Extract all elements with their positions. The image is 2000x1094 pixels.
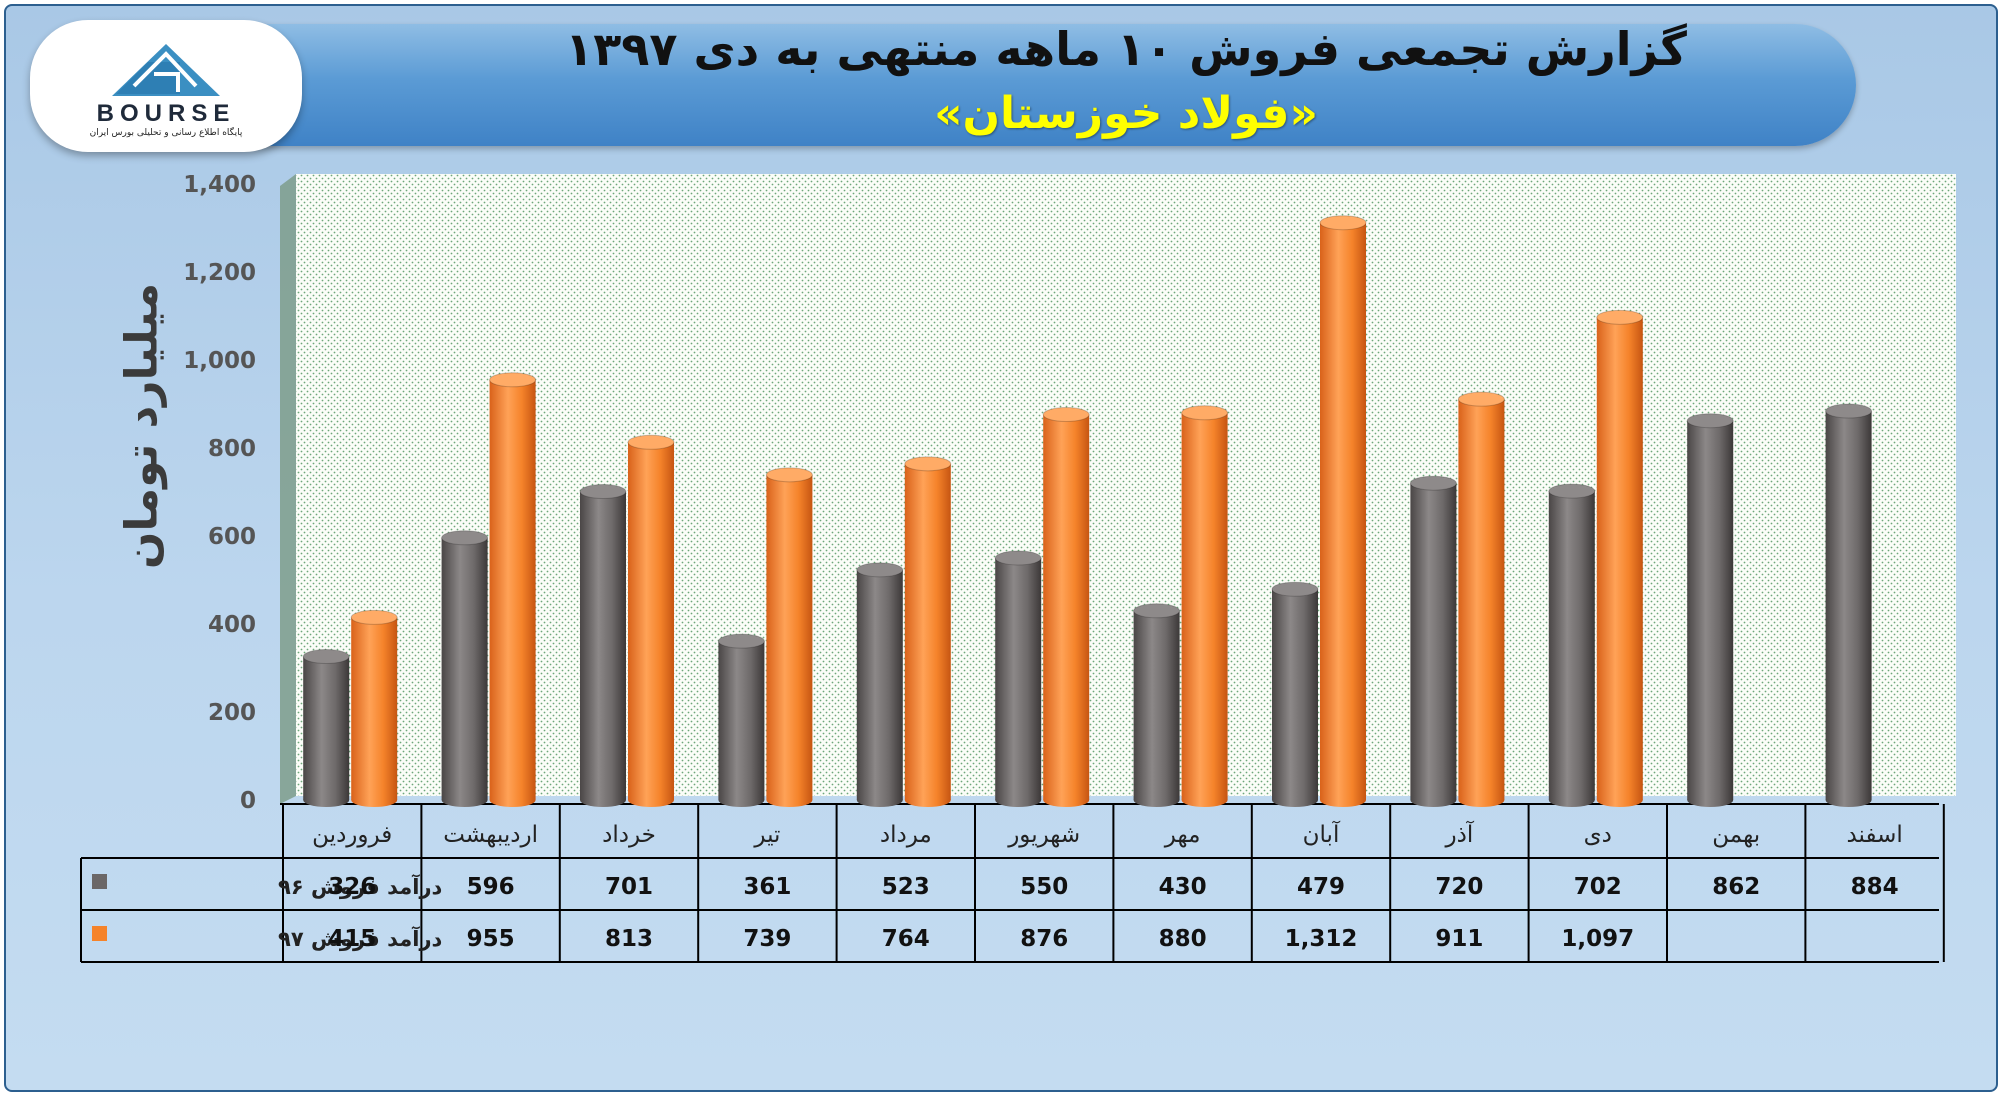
bar-97 — [765, 467, 813, 807]
y-tick-label: 200 — [208, 700, 256, 726]
y-tick-label: 1,200 — [183, 260, 256, 286]
bar-96 — [1548, 483, 1596, 807]
legend-label: درآمد فروش ۹۶ — [278, 874, 443, 899]
x-tick-label: دی — [1584, 822, 1612, 848]
data-label: 550 — [1020, 874, 1068, 900]
data-label: 430 — [1159, 874, 1207, 900]
logo-mark-icon — [112, 44, 220, 96]
y-tick-label: 600 — [208, 524, 256, 550]
data-label: 361 — [743, 874, 791, 900]
data-label: 955 — [467, 926, 515, 952]
x-tick-label: آبان — [1303, 820, 1341, 848]
y-tick-label: 1,000 — [183, 348, 256, 374]
bar-97 — [1596, 309, 1644, 807]
data-label: 862 — [1712, 874, 1760, 900]
legend-entry: درآمد فروش ۹۷ — [92, 926, 443, 951]
data-label: 739 — [743, 926, 791, 952]
y-tick-label: 1,400 — [183, 172, 256, 198]
bar-97 — [350, 609, 398, 807]
bar-97 — [627, 434, 675, 807]
y-tick-label: 400 — [208, 612, 256, 638]
bar-97 — [904, 456, 952, 807]
x-tick-label: تیر — [753, 822, 780, 848]
x-tick-label: خرداد — [602, 822, 656, 848]
bar-97 — [1181, 405, 1229, 807]
data-label: 596 — [467, 874, 515, 900]
data-label: 911 — [1435, 926, 1483, 952]
data-label: 1,312 — [1285, 926, 1358, 952]
data-label: 720 — [1435, 874, 1483, 900]
data-label: 415 — [328, 926, 376, 952]
data-label: 813 — [605, 926, 653, 952]
y-tick-label: 800 — [208, 436, 256, 462]
y-axis-label: میلیارد تومان — [116, 282, 168, 570]
data-label: 876 — [1020, 926, 1068, 952]
bar-96 — [579, 484, 627, 807]
data-label: 701 — [605, 874, 653, 900]
data-label: 523 — [882, 874, 930, 900]
data-label: 880 — [1159, 926, 1207, 952]
data-label: 884 — [1851, 874, 1899, 900]
bourse-logo: BOURSE پایگاه اطلاع رسانی و تحلیلی بورس … — [30, 20, 302, 152]
bar-97 — [489, 372, 537, 807]
legend-swatch — [92, 926, 107, 941]
bar-96 — [1825, 403, 1873, 807]
bar-chart: 0 200 400 600 800 1,000 1,200 1,400 فروردین اردی… — [80, 172, 1956, 963]
legend-swatch — [92, 874, 107, 889]
y-tick-label: 0 — [240, 788, 256, 814]
chart-subtitle: «فولاد خوزستان» — [934, 88, 1318, 139]
x-tick-label: آذر — [1445, 820, 1475, 848]
bar-97 — [1042, 407, 1090, 807]
bar-96 — [1271, 581, 1319, 807]
bar-96 — [1409, 475, 1457, 807]
legend-label: درآمد فروش ۹۷ — [278, 926, 443, 951]
legend-entry: درآمد فروش ۹۶ — [92, 874, 443, 899]
data-label: 326 — [328, 874, 376, 900]
bar-97 — [1457, 391, 1505, 807]
x-tick-label: مرداد — [880, 822, 932, 848]
logo-wordmark: BOURSE — [96, 100, 236, 127]
x-tick-label: بهمن — [1712, 822, 1760, 848]
logo-tagline: پایگاه اطلاع رسانی و تحلیلی بورس ایران — [89, 128, 243, 138]
plot-side-wall — [280, 174, 296, 804]
x-tick-label: اسفند — [1846, 822, 1902, 848]
bar-96 — [856, 562, 904, 807]
bar-96 — [441, 530, 489, 807]
title-banner — [46, 24, 1856, 146]
chart-title: گزارش تجمعی فروش ۱۰ ماهه منتهی به دی ۱۳۹… — [565, 22, 1687, 76]
data-label: 479 — [1297, 874, 1345, 900]
data-label: 1,097 — [1561, 926, 1634, 952]
bar-96 — [1133, 603, 1181, 807]
x-tick-label: مهر — [1164, 822, 1201, 848]
x-tick-label: شهریور — [1007, 822, 1080, 848]
bar-96 — [717, 633, 765, 807]
bar-96 — [1686, 413, 1734, 807]
x-tick-label: فروردین — [312, 822, 392, 848]
plot-area — [296, 174, 1956, 796]
data-label: 702 — [1574, 874, 1622, 900]
bar-97 — [1319, 215, 1367, 807]
data-label: 764 — [882, 926, 930, 952]
bar-96 — [994, 550, 1042, 807]
slide-frame: گزارش تجمعی فروش ۱۰ ماهه منتهی به دی ۱۳۹… — [4, 4, 1998, 1092]
x-tick-label: اردیبهشت — [443, 822, 538, 848]
bar-96 — [302, 649, 350, 807]
